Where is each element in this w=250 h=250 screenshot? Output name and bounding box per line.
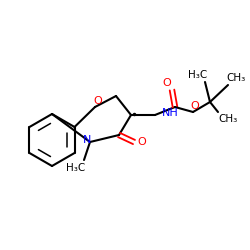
Text: O: O xyxy=(138,137,146,147)
Text: O: O xyxy=(191,101,200,111)
Text: O: O xyxy=(94,96,102,106)
Text: H₃C: H₃C xyxy=(188,70,208,80)
Text: NH: NH xyxy=(162,108,179,118)
Text: H₃C: H₃C xyxy=(66,163,86,173)
Text: O: O xyxy=(162,78,172,88)
Text: N: N xyxy=(83,135,91,145)
Text: CH₃: CH₃ xyxy=(226,73,246,83)
Text: CH₃: CH₃ xyxy=(218,114,238,124)
